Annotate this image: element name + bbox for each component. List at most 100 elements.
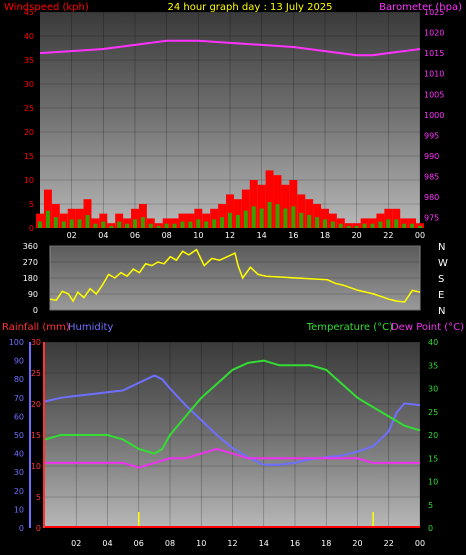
time-tick-label: 08 <box>165 539 175 548</box>
windspeed-fill <box>156 225 161 228</box>
barometer-line <box>39 39 421 57</box>
direction-tick-label: 180 <box>23 274 38 283</box>
dewpoint-line <box>45 447 420 469</box>
windspeed-fill <box>370 223 375 228</box>
time-tick-label: 20 <box>352 539 362 548</box>
windspeed-fill <box>125 223 130 228</box>
humidity-tick-label: 70 <box>14 394 24 403</box>
windspeed-bar <box>273 175 282 228</box>
windspeed-bar <box>226 194 234 228</box>
windspeed-bar <box>368 218 377 228</box>
compass-label: S <box>438 274 444 285</box>
humidity-axis-title: Humidity <box>68 322 113 333</box>
windspeed-fill <box>418 225 422 228</box>
compass-label: E <box>438 290 444 301</box>
direction-tick-label: 360 <box>23 242 38 251</box>
temperature-tick-label: 0 <box>428 524 433 533</box>
windspeed-tick-label: 10 <box>24 176 34 185</box>
windspeed-fill <box>251 206 256 228</box>
windspeed-fill <box>315 217 320 228</box>
windspeed-tick-label: 25 <box>24 104 34 113</box>
humidity-tick-label: 40 <box>14 450 24 459</box>
barometer-tick-label: 1015 <box>424 49 444 58</box>
dewpoint-axis-title: Dew Point (°C) <box>391 322 464 333</box>
windspeed-fill <box>109 225 114 228</box>
windspeed-fill <box>77 219 82 228</box>
windspeed-bar <box>313 204 322 228</box>
rainfall-tick-label: 10 <box>31 462 41 471</box>
time-tick-label: 18 <box>321 539 331 548</box>
windspeed-fill <box>212 219 217 228</box>
windspeed-bar <box>376 213 385 228</box>
temperature-tick-label: 20 <box>428 431 438 440</box>
windspeed-bar <box>416 223 424 228</box>
windspeed-fill <box>172 223 177 228</box>
windspeed-fill <box>53 217 58 228</box>
time-tick-label: 00 <box>415 231 425 240</box>
chart-title: 24 hour graph day : 13 July 2025 <box>167 2 332 13</box>
temperature-tick-label: 5 <box>428 501 433 510</box>
windspeed-fill <box>93 223 98 228</box>
temperature-tick-label: 10 <box>428 478 438 487</box>
windspeed-bar <box>241 189 250 228</box>
windspeed-tick-label: 20 <box>24 128 34 137</box>
windspeed-fill <box>117 221 122 228</box>
windspeed-bar <box>115 213 124 228</box>
compass-label: N <box>438 242 445 253</box>
windspeed-bar <box>91 218 100 228</box>
windspeed-tick-label: 0 <box>29 224 34 233</box>
windspeed-bar <box>99 213 108 228</box>
time-tick-label: 18 <box>320 231 330 240</box>
direction-tick-label: 0 <box>33 306 38 315</box>
temperature-tick-label: 40 <box>428 338 438 347</box>
temperature-line <box>44 359 421 455</box>
windspeed-fill <box>204 221 209 228</box>
humidity-tick-label: 10 <box>14 505 24 514</box>
humidity-tick-label: 30 <box>14 468 24 477</box>
windspeed-fill <box>188 221 193 228</box>
windspeed-bar <box>123 218 132 228</box>
temperature-tick-label: 35 <box>428 361 438 370</box>
windspeed-fill <box>394 219 399 228</box>
windspeed-fill <box>283 208 288 228</box>
barometer-tick-label: 980 <box>424 193 439 202</box>
windspeed-bar <box>392 208 401 228</box>
windspeed-fill <box>220 217 225 228</box>
temperature-axis-title: Temperature (°C) <box>306 322 393 333</box>
windspeed-bar <box>131 208 139 228</box>
windspeed-bar <box>408 218 417 228</box>
windspeed-fill <box>259 208 264 228</box>
compass-label: N <box>438 306 445 317</box>
windspeed-fill <box>133 219 137 228</box>
time-tick-label: 14 <box>259 539 269 548</box>
time-tick-label: 00 <box>415 539 425 548</box>
time-tick-label: 04 <box>98 231 108 240</box>
windspeed-bar <box>297 194 306 228</box>
barometer-tick-label: 975 <box>424 214 439 223</box>
time-tick-label: 08 <box>162 231 172 240</box>
time-tick-label: 04 <box>102 539 112 548</box>
windspeed-bar <box>400 218 409 228</box>
time-tick-label: 02 <box>67 231 77 240</box>
windspeed-fill <box>410 223 415 228</box>
humidity-tick-label: 20 <box>14 487 24 496</box>
time-tick-label: 16 <box>290 539 300 548</box>
windspeed-tick-label: 30 <box>24 80 34 89</box>
barometer-tick-label: 1020 <box>424 29 444 38</box>
time-tick-label: 10 <box>193 231 203 240</box>
windspeed-bar <box>321 208 329 228</box>
rainfall-tick-label: 30 <box>31 338 41 347</box>
windspeed-bar <box>162 218 171 228</box>
temperature-tick-label: 30 <box>428 385 438 394</box>
windspeed-tick-label: 15 <box>24 152 34 161</box>
windspeed-fill <box>291 206 296 228</box>
windspeed-bar <box>289 180 298 228</box>
time-tick-label: 14 <box>257 231 267 240</box>
windspeed-fill <box>243 210 248 228</box>
rainfall-tick-label: 0 <box>36 524 41 533</box>
windspeed-bar <box>249 180 258 228</box>
windspeed-bar <box>352 223 361 228</box>
windspeed-tick-label: 45 <box>24 8 34 17</box>
time-tick-label: 22 <box>384 539 394 548</box>
windspeed-fill <box>45 210 50 228</box>
